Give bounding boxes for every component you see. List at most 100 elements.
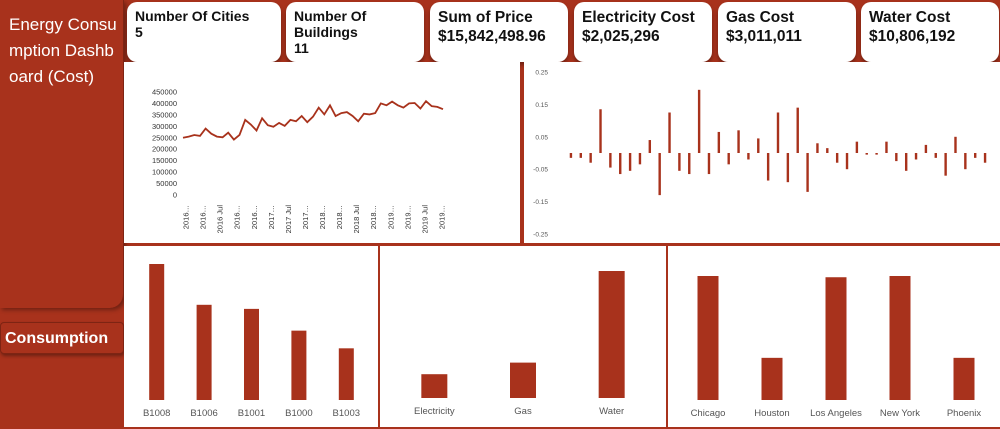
kpi-value: $10,806,192 xyxy=(869,28,956,45)
kpi-value: 5 xyxy=(135,24,143,40)
price-trend-svg: 0 50000 100000 150000 200000 250000 300000 3500… xyxy=(152,88,447,234)
change-bar xyxy=(944,153,947,176)
change-bar xyxy=(885,141,888,153)
change-bar xyxy=(599,109,602,153)
x-tick-label: 2018… xyxy=(369,205,378,229)
x-tick-label: 2016… xyxy=(233,205,242,229)
y-tick-label: 250000 xyxy=(152,133,177,142)
change-bar xyxy=(569,153,573,158)
x-tick-label: Electricity xyxy=(414,406,455,417)
utility-cost-chart: Electricity Gas Water xyxy=(380,246,666,427)
change-bar xyxy=(589,153,592,163)
x-tick-label: B1001 xyxy=(238,408,265,419)
change-bar xyxy=(904,153,908,171)
y-tick-label: 0 xyxy=(173,191,177,200)
y-tick-label: 400000 xyxy=(152,99,177,108)
change-bar xyxy=(717,131,721,153)
kpi-label: Sum of Price xyxy=(438,9,533,26)
change-bar xyxy=(619,153,622,175)
kpi-label: Number Of Cities xyxy=(135,8,250,24)
change-bar xyxy=(934,153,937,158)
change-bar xyxy=(609,153,612,168)
category-bar xyxy=(510,362,536,398)
x-tick-label: 2019… xyxy=(403,205,412,229)
x-tick-label: 2019 Jul xyxy=(420,205,429,234)
change-bar xyxy=(914,153,918,160)
change-bar xyxy=(816,143,819,153)
change-bar xyxy=(974,153,977,158)
change-bar xyxy=(776,112,780,153)
x-tick-label: 2019… xyxy=(438,205,447,229)
x-tick-label: 2016… xyxy=(182,205,191,229)
change-bar xyxy=(766,153,770,181)
change-bar xyxy=(826,148,829,153)
y-tick-label: 150000 xyxy=(152,156,177,165)
x-tick-label: Los Angeles xyxy=(810,408,862,419)
category-bar xyxy=(338,348,354,400)
change-bar xyxy=(678,153,681,171)
kpi-value: 11 xyxy=(294,40,309,56)
price-change-svg: 0.25 0.15 0.05 -0.05 -0.15 -0.25 xyxy=(533,70,987,239)
kpi-sum-of-price: Sum of Price $15,842,498.96 xyxy=(430,2,568,62)
x-tick-label: Houston xyxy=(754,408,789,419)
y-tick-label: 350000 xyxy=(152,110,177,119)
x-tick-label: 2018… xyxy=(318,205,327,229)
kpi-gas-cost: Gas Cost $3,011,011 xyxy=(718,2,856,62)
x-tick-label: B1003 xyxy=(333,408,360,419)
y-tick-label: -0.25 xyxy=(533,232,548,239)
kpi-water-cost: Water Cost $10,806,192 xyxy=(861,2,999,62)
utility-cost-svg: Electricity Gas Water xyxy=(414,271,625,417)
change-bar xyxy=(796,107,799,153)
kpi-value: $2,025,296 xyxy=(582,28,660,45)
y-tick-label: 0.25 xyxy=(535,70,548,77)
city-cost-chart: Chicago Houston Los Angeles New York Phoenix xyxy=(668,246,1000,427)
change-bar xyxy=(648,140,652,153)
change-bar xyxy=(835,153,839,163)
x-tick-label: Chicago xyxy=(691,408,726,419)
x-tick-label: B1008 xyxy=(143,408,170,419)
price-trend-line xyxy=(182,99,444,141)
category-bar xyxy=(149,264,165,400)
x-tick-label: 2019… xyxy=(386,205,395,229)
kpi-number-of-buildings: Number Of Buildings 11 xyxy=(286,2,424,62)
dashboard-title: Energy Consumption Dashboard (Cost) xyxy=(9,15,117,86)
kpi-label: Water Cost xyxy=(869,9,951,26)
change-bar xyxy=(688,153,691,175)
x-tick-label: New York xyxy=(880,408,920,419)
change-bar xyxy=(668,112,671,153)
city-cost-svg: Chicago Houston Los Angeles New York Phoenix xyxy=(691,276,982,419)
kpi-label: Number Of Buildings xyxy=(294,8,367,40)
y-tick-label: 200000 xyxy=(152,145,177,154)
category-bar xyxy=(598,271,625,398)
category-bar xyxy=(244,308,259,400)
consumption-button[interactable]: Consumption xyxy=(0,322,124,354)
change-bar xyxy=(579,153,582,158)
change-bar xyxy=(964,153,967,170)
price-trend-chart: 0 50000 100000 150000 200000 250000 300000 3500… xyxy=(124,62,520,243)
y-tick-label: 50000 xyxy=(156,179,177,188)
change-bar xyxy=(747,153,750,160)
x-tick-label: Gas xyxy=(514,406,532,417)
y-tick-label: -0.15 xyxy=(533,199,548,206)
kpi-number-of-cities: Number Of Cities 5 xyxy=(127,2,281,62)
change-bar xyxy=(628,153,632,171)
building-cost-svg: B1008 B1006 B1001 B1000 B1003 xyxy=(143,264,360,419)
change-bar xyxy=(983,153,987,163)
y-tick-label: 450000 xyxy=(152,88,177,97)
x-tick-label: 2018 Jul xyxy=(352,205,361,234)
price-change-chart: 0.25 0.15 0.05 -0.05 -0.15 -0.25 xyxy=(524,62,1000,243)
building-cost-chart: B1008 B1006 B1001 B1000 B1003 xyxy=(124,246,378,427)
y-tick-label: 0.15 xyxy=(535,102,548,109)
change-bar xyxy=(658,153,661,196)
kpi-value: $15,842,498.96 xyxy=(438,28,546,45)
x-tick-label: 2018… xyxy=(335,205,344,229)
change-bar xyxy=(757,138,760,153)
kpi-label: Electricity Cost xyxy=(582,9,695,26)
y-tick-label: 100000 xyxy=(152,168,177,177)
x-tick-label: 2016 Jul xyxy=(216,205,225,234)
y-tick-label: -0.05 xyxy=(533,167,548,174)
x-tick-label: Water xyxy=(599,406,624,417)
change-bar xyxy=(727,153,730,165)
kpi-label: Gas Cost xyxy=(726,9,795,26)
x-tick-label: Phoenix xyxy=(947,408,982,419)
